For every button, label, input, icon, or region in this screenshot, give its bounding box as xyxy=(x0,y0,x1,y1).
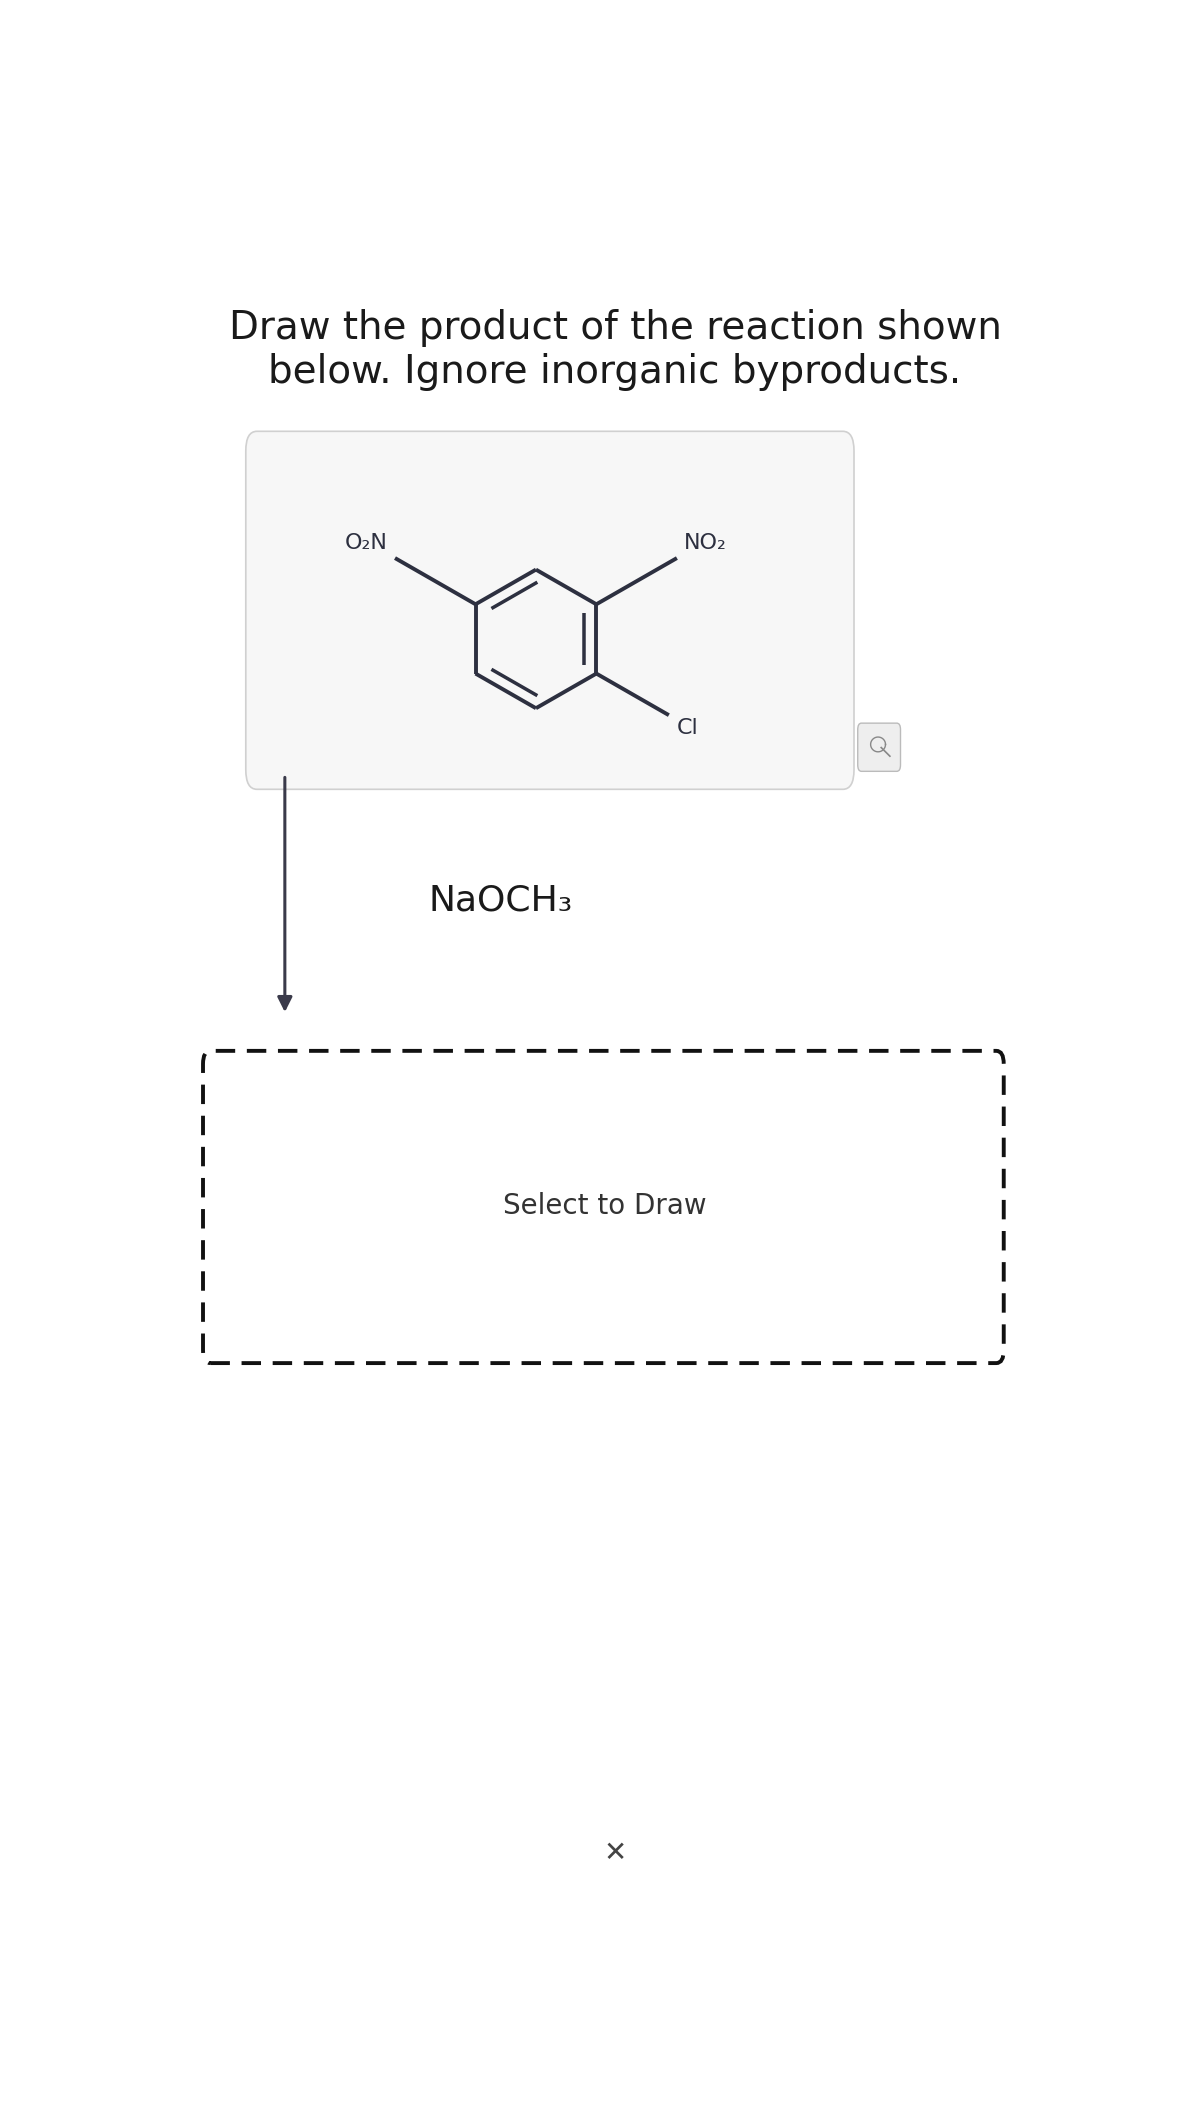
Text: Cl: Cl xyxy=(677,718,698,739)
Text: Draw the product of the reaction shown: Draw the product of the reaction shown xyxy=(228,310,1002,348)
Text: ✕: ✕ xyxy=(604,1839,626,1868)
FancyBboxPatch shape xyxy=(858,724,900,771)
FancyBboxPatch shape xyxy=(246,431,854,790)
FancyBboxPatch shape xyxy=(203,1051,1003,1363)
Text: NaOCH₃: NaOCH₃ xyxy=(430,883,574,917)
Text: NO₂: NO₂ xyxy=(684,533,727,554)
Text: below. Ignore inorganic byproducts.: below. Ignore inorganic byproducts. xyxy=(269,352,961,391)
Text: O₂N: O₂N xyxy=(344,533,388,554)
Text: Select to Draw: Select to Draw xyxy=(504,1193,707,1221)
